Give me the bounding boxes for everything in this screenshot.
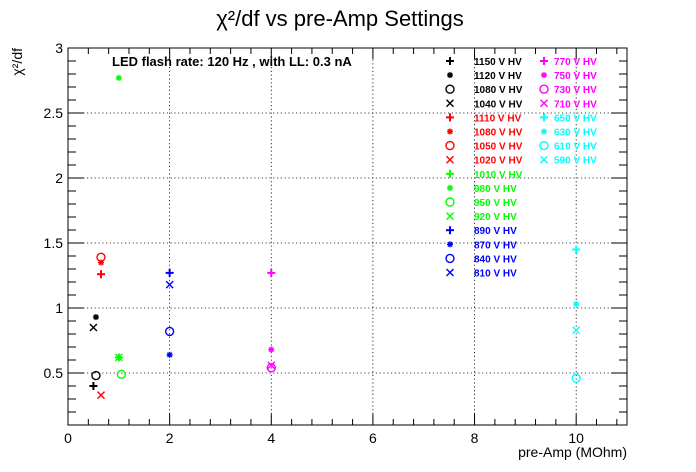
legend-label: 1040 V HV xyxy=(474,99,523,110)
x-tick-label: 2 xyxy=(166,430,174,446)
x-tick-label: 8 xyxy=(471,430,479,446)
x-axis-label: pre-Amp (MOhm) xyxy=(518,444,627,460)
legend-label: 650 V HV xyxy=(554,113,597,124)
data-point xyxy=(97,391,106,400)
y-tick-label: 0.5 xyxy=(44,365,64,381)
legend-label: 810 V HV xyxy=(474,269,517,280)
data-point xyxy=(116,369,127,379)
legend-label: 1020 V HV xyxy=(474,156,523,167)
data-point xyxy=(571,373,581,383)
data-point xyxy=(165,268,174,277)
legend-marker xyxy=(540,113,548,122)
legend-label: 920 V HV xyxy=(474,212,517,223)
plot-frame xyxy=(67,47,628,426)
legend-label: 710 V HV xyxy=(554,99,597,110)
y-tick-label: 1 xyxy=(55,300,63,316)
legend-label: 890 V HV xyxy=(474,226,517,237)
legend-label: 630 V HV xyxy=(554,128,597,139)
legend-marker xyxy=(445,253,455,264)
data-markers xyxy=(89,74,581,400)
data-point xyxy=(164,326,175,337)
legend-label: 610 V HV xyxy=(554,142,597,153)
data-point xyxy=(266,363,276,373)
data-point xyxy=(572,245,581,254)
legend-marker xyxy=(447,72,453,79)
x-tick-label: 10 xyxy=(568,430,584,446)
legend-marker xyxy=(446,113,454,122)
legend-label: 980 V HV xyxy=(474,184,517,195)
legend-marker xyxy=(539,84,549,94)
legend-marker xyxy=(540,57,548,65)
x-tick-label: 6 xyxy=(369,430,377,446)
legend-marker xyxy=(445,84,455,94)
legend-label: 1120 V HV xyxy=(474,71,522,82)
legend-label: 770 V HV xyxy=(554,57,597,68)
legend-marker xyxy=(446,169,454,178)
legend-marker xyxy=(541,128,547,135)
data-point xyxy=(573,301,580,308)
legend-label: 1110 V HV xyxy=(474,113,522,124)
data-point xyxy=(165,280,174,289)
data-point xyxy=(114,353,123,362)
legend-label: 1050 V HV xyxy=(474,142,523,153)
data-point xyxy=(92,314,99,321)
y-tick-label: 3 xyxy=(55,40,63,56)
data-point xyxy=(267,268,276,277)
data-point xyxy=(91,370,101,381)
data-point xyxy=(268,346,275,353)
legend-label: 590 V HV xyxy=(554,156,597,167)
legend-marker xyxy=(446,212,454,221)
legend-label: 950 V HV xyxy=(474,198,517,209)
legend-label: 1010 V HV xyxy=(474,170,523,181)
legend-marker xyxy=(446,57,454,65)
y-axis-label: χ²/df xyxy=(9,48,25,76)
x-tick-label: 4 xyxy=(267,430,275,446)
legend-marker xyxy=(445,197,455,207)
axis-ticks xyxy=(67,47,627,425)
legend-marker xyxy=(541,72,547,79)
legend: 1150 V HV 1120 V HV 1080 V HV 1040 V HV 1110… xyxy=(445,57,597,280)
data-point xyxy=(267,361,276,370)
legend-label: 1080 V HV xyxy=(474,128,523,139)
legend-marker xyxy=(540,155,548,164)
y-tick-label: 2 xyxy=(55,170,63,186)
legend-marker xyxy=(447,184,453,191)
legend-label: 840 V HV xyxy=(474,254,517,265)
legend-marker xyxy=(446,268,454,277)
legend-label: 730 V HV xyxy=(554,85,597,96)
legend-label: 750 V HV xyxy=(554,71,597,82)
legend-marker xyxy=(446,99,454,108)
data-point xyxy=(166,351,173,358)
legend-marker xyxy=(539,140,549,151)
legend-label: 1150 V HV xyxy=(474,57,522,68)
data-point xyxy=(97,270,106,279)
chart-title: χ²/df vs pre-Amp Settings xyxy=(216,6,464,31)
legend-marker xyxy=(445,140,455,151)
legend-label: 1080 V HV xyxy=(474,85,523,96)
legend-marker xyxy=(447,241,453,248)
data-point xyxy=(115,74,122,81)
legend-marker xyxy=(540,99,548,108)
legend-marker xyxy=(447,128,453,135)
chart-annotation: LED flash rate: 120 Hz , with LL: 0.3 nA xyxy=(112,54,352,69)
data-point xyxy=(89,323,98,332)
y-tick-label: 1.5 xyxy=(44,235,64,251)
legend-marker xyxy=(446,226,454,235)
y-tick-label: 2.5 xyxy=(44,105,64,121)
legend-marker xyxy=(446,155,454,164)
data-point xyxy=(89,382,98,390)
data-point xyxy=(96,252,106,262)
legend-label: 870 V HV xyxy=(474,240,517,251)
data-point xyxy=(572,326,581,335)
x-tick-label: 0 xyxy=(64,430,72,446)
tick-labels: 0 2 4 6 8 10 0.5 1 1.5 2 2.5 3 xyxy=(44,40,585,446)
